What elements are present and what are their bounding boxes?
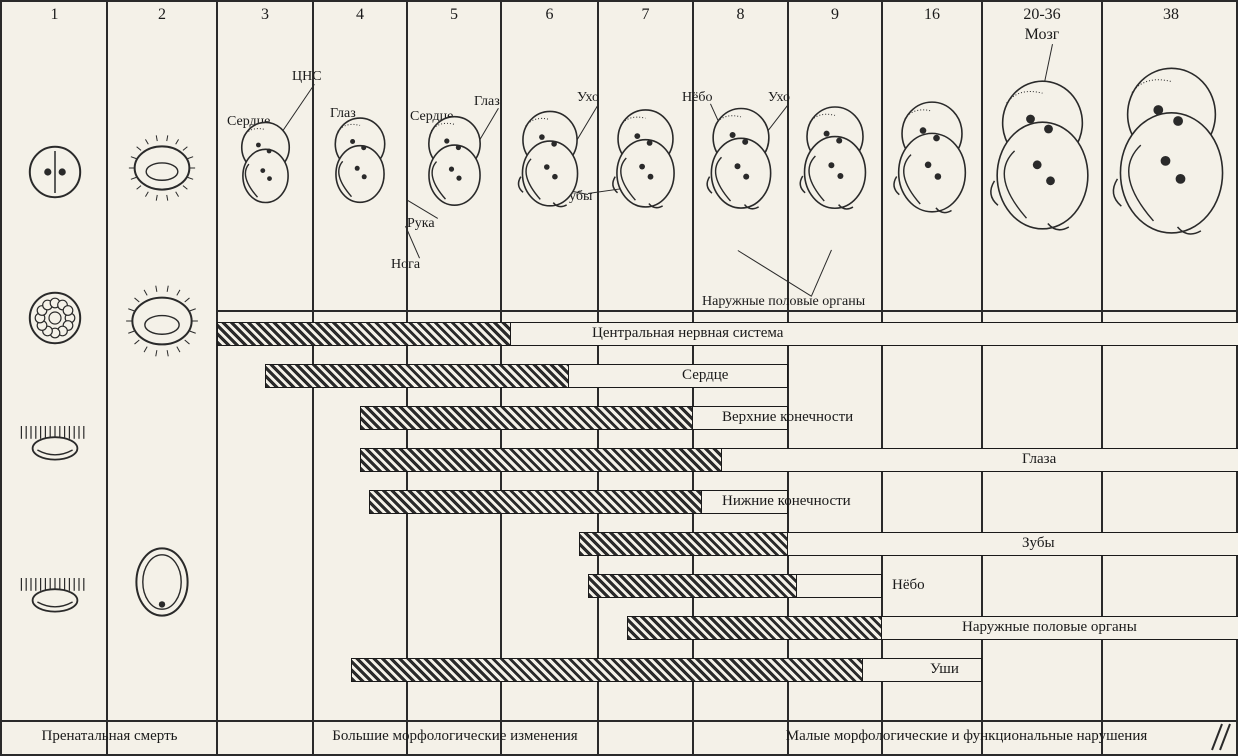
week-header: 8 (693, 6, 788, 24)
bar-label: Зубы (1022, 535, 1055, 552)
organ-label: Наружные половые органы (702, 294, 865, 310)
week-header: 2 (107, 6, 217, 24)
week-header: 7 (598, 6, 693, 24)
column-divider (216, 2, 218, 754)
week-header: 3 (217, 6, 313, 24)
early-stage-illustration (15, 410, 95, 466)
week-header: 9 (788, 6, 882, 24)
sensitivity-bar-critical (351, 658, 864, 682)
week-header: 4 (313, 6, 407, 24)
organ-label: ЦНС (292, 69, 322, 85)
embryo-illustration (402, 110, 507, 215)
bar-label: Уши (930, 661, 959, 678)
organ-label: Нога (391, 257, 420, 273)
bar-label: Нёбо (892, 577, 925, 594)
organ-label: Рука (407, 216, 435, 232)
early-stage-illustration (122, 542, 202, 622)
week-header: 16 (882, 6, 982, 24)
bar-label: Глаза (1022, 451, 1056, 468)
footer-segment: Большие морфологические изменения (217, 728, 693, 745)
bar-label: Центральная нервная система (592, 325, 783, 342)
column-divider (106, 2, 108, 754)
week-header: 6 (501, 6, 598, 24)
sensitivity-bar-critical (217, 322, 511, 346)
week-header: 5 (407, 6, 501, 24)
embryo-illustration (310, 112, 410, 212)
break-mark-icon (1208, 720, 1236, 754)
sensitivity-bar-critical (579, 532, 788, 556)
sensitivity-bar-critical (265, 364, 569, 388)
sensitivity-bar-critical (369, 490, 702, 514)
footer-segment: Малые морфологические и функциональные н… (693, 728, 1238, 745)
bar-label: Сердце (682, 367, 728, 384)
sensitivity-bar-critical (360, 406, 693, 430)
week-header: 38 (1102, 6, 1238, 24)
early-stage-illustration (15, 562, 95, 618)
embryo-bars-divider (217, 310, 1236, 312)
footer-divider (692, 722, 694, 754)
embryo-illustration (1074, 52, 1238, 247)
bar-label: Наружные половые органы (962, 619, 1137, 636)
bar-label: Нижние конечности (722, 493, 851, 510)
lead-line (737, 250, 812, 297)
sensitivity-bar-critical (360, 448, 722, 472)
week-header: 20-36 (982, 6, 1102, 24)
early-stage-illustration (25, 142, 85, 202)
bar-label: Верхние конечности (722, 409, 853, 426)
week-header: 1 (2, 6, 107, 24)
footer-segment: Пренатальная смерть (2, 728, 217, 745)
sensitivity-bar-critical (627, 616, 883, 640)
embryo-illustration (218, 117, 313, 212)
early-stage-illustration (123, 282, 201, 360)
footer-band: Пренатальная смертьБольшие морфологическ… (2, 720, 1236, 754)
label-mozg: Мозг (982, 26, 1102, 44)
sensitivity-bar-critical (588, 574, 797, 598)
lead-line (811, 250, 832, 296)
early-stage-illustration (25, 288, 85, 348)
early-stage-illustration (126, 132, 198, 204)
footer-divider (216, 722, 218, 754)
